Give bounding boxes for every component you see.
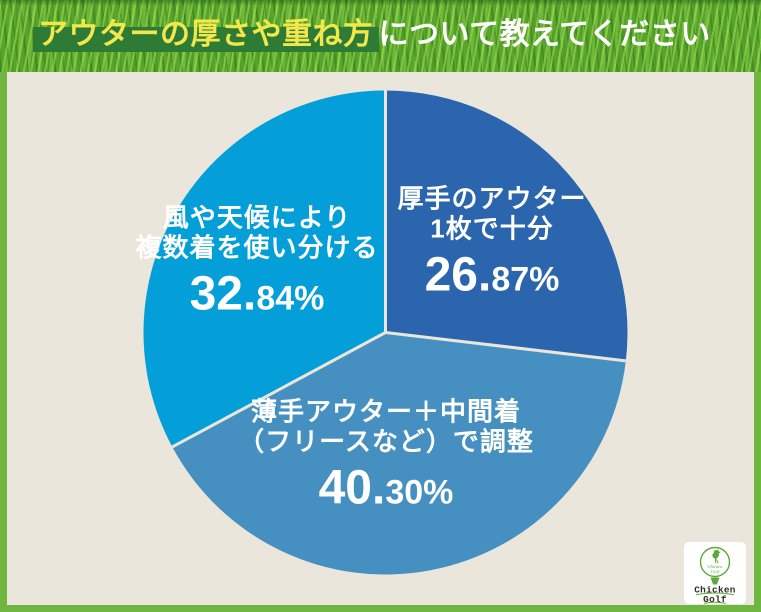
logo-script-text: Chicken: [707, 564, 723, 569]
pie-slice-multiple-by-weather: [143, 90, 386, 447]
chicken-golf-logo-graphic: Chicken Golf Chicken Golf: [694, 546, 736, 604]
page-title-rest: について教えてください: [378, 18, 711, 51]
slice-label-line: 厚手のアウター: [397, 183, 587, 214]
page-title-highlight: アウターの厚さや重ね方: [33, 18, 379, 52]
pie-slice-separator: [385, 331, 627, 363]
logo-wordmark-line1: Chicken: [694, 585, 736, 596]
slice-percentage: 40.30%: [318, 461, 454, 515]
slice-percentage: 26.87%: [424, 248, 560, 302]
page-title: アウターの厚さや重ね方 について教えてください: [33, 15, 711, 55]
logo-script-text: Golf: [711, 569, 720, 574]
slice-label-line: 風や天候により: [162, 202, 352, 233]
slice-label-thin-outer-midlayer: 薄手アウター＋中間着 （フリースなど）で調整 40.30%: [238, 397, 534, 526]
slice-label-thick-outer: 厚手のアウター 1枚で十分 26.87%: [397, 184, 586, 313]
pie-slice-thick-outer-enough: [385, 90, 628, 361]
pie-slice-thin-outer-midlayer: [172, 332, 626, 575]
slice-label-line: 複数着を使い分ける: [135, 232, 379, 263]
ground-arc-icon: [703, 601, 727, 604]
golf-tee-icon: [710, 577, 720, 585]
slice-label-line: （フリースなど）で調整: [238, 426, 534, 457]
header-banner: アウターの厚さや重ね方 について教えてください: [0, 0, 761, 72]
chicken-golf-logo: Chicken Golf Chicken Golf: [684, 542, 746, 604]
pie-slice-separator: [171, 331, 387, 449]
slice-label-line: 薄手アウター＋中間着: [250, 396, 522, 427]
golf-ball-circle-icon: [699, 546, 731, 578]
slice-label-multiple-by-weather: 風や天候により 複数着を使い分ける 32.84%: [135, 203, 378, 332]
slice-percentage: 32.84%: [189, 267, 325, 321]
ground-arc-icon: [695, 592, 735, 596]
chicken-icon: [712, 549, 721, 564]
slice-label-line: 1枚で十分: [430, 213, 554, 244]
logo-wordmark-line2: Golf: [703, 594, 727, 604]
